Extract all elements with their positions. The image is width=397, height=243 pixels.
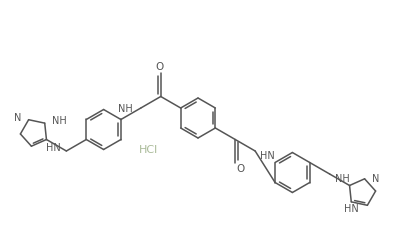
Text: NH: NH [52, 116, 66, 126]
Text: HCl: HCl [139, 145, 158, 155]
Text: O: O [236, 164, 245, 174]
Text: O: O [156, 62, 164, 72]
Text: NH: NH [118, 104, 133, 114]
Text: HN: HN [46, 143, 60, 153]
Text: NH: NH [335, 174, 349, 184]
Text: N: N [372, 174, 379, 184]
Text: N: N [14, 113, 21, 123]
Text: HN: HN [344, 204, 358, 214]
Text: HN: HN [260, 151, 275, 161]
